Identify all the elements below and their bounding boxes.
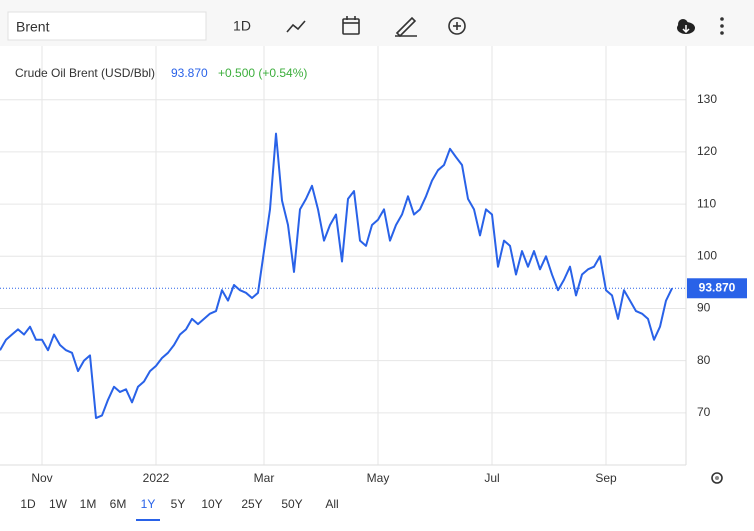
- range-button[interactable]: 1D: [20, 497, 36, 511]
- range-button[interactable]: 50Y: [281, 497, 302, 511]
- y-tick-label: 120: [697, 144, 717, 158]
- y-tick-label: 110: [697, 196, 716, 210]
- y-tick-label: 130: [697, 92, 717, 106]
- chart-type-icon[interactable]: [286, 20, 306, 33]
- search-box[interactable]: [7, 11, 207, 41]
- range-button[interactable]: 1Y: [141, 497, 156, 511]
- settings-icon[interactable]: [711, 472, 723, 484]
- last-price-label: 93.870: [699, 280, 736, 294]
- range-selected-underline: [136, 519, 160, 521]
- menu-icon[interactable]: [720, 17, 724, 35]
- x-tick-label: Sep: [595, 471, 617, 485]
- price-line: [0, 132, 673, 420]
- add-icon[interactable]: [448, 17, 466, 35]
- range-button[interactable]: 1M: [80, 497, 97, 511]
- interval-button[interactable]: 1D: [233, 18, 251, 34]
- range-button[interactable]: 10Y: [201, 497, 222, 511]
- last-price-box: [687, 278, 747, 299]
- calendar-icon[interactable]: [342, 16, 360, 35]
- range-button[interactable]: 1W: [49, 497, 68, 511]
- download-icon[interactable]: [677, 19, 695, 34]
- y-tick-label: 90: [697, 301, 711, 315]
- instrument-name: Crude Oil Brent (USD/Bbl): [15, 66, 155, 80]
- change: +0.500 (+0.54%): [218, 66, 307, 80]
- draw-icon[interactable]: [395, 16, 417, 38]
- range-button[interactable]: 5Y: [171, 497, 186, 511]
- x-tick-label: May: [367, 471, 390, 485]
- x-tick-label: Nov: [31, 471, 52, 485]
- y-tick-label: 100: [697, 248, 717, 262]
- price: 93.870: [171, 66, 208, 80]
- range-button[interactable]: 6M: [110, 497, 127, 511]
- y-tick-label: 80: [697, 353, 711, 367]
- y-tick-label: 70: [697, 405, 711, 419]
- range-bar: 1D 1W 1M 6M 1Y 5Y 10Y 25Y 50Y All: [20, 497, 339, 521]
- x-tick-label: Jul: [484, 471, 499, 485]
- x-tick-label: Mar: [254, 471, 275, 485]
- range-button[interactable]: 25Y: [241, 497, 262, 511]
- search-text: Brent: [16, 19, 50, 35]
- x-tick-label: 2022: [143, 471, 170, 485]
- range-button[interactable]: All: [325, 497, 338, 511]
